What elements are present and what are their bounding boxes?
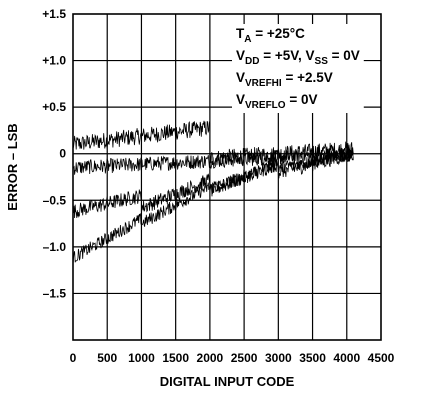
series-line-4 xyxy=(72,148,354,265)
x-tick-label: 4000 xyxy=(333,351,360,365)
y-tick-labels: +1.5 +1.0 +0.5 0 –0.5 –1.0 –1.5 xyxy=(42,7,66,300)
series-line-2 xyxy=(72,147,354,175)
annotation-line: VDD = +5V, VSS = 0V xyxy=(236,48,360,67)
x-tick-label: 500 xyxy=(97,351,117,365)
y-tick-label: –1.5 xyxy=(43,286,67,300)
x-tick-label: 2500 xyxy=(231,351,258,365)
annotation-background xyxy=(232,24,364,113)
x-tick-label: 2000 xyxy=(197,351,224,365)
y-tick-label: +1.0 xyxy=(42,54,66,68)
annotation-block: TA = +25°C VDD = +5V, VSS = 0V VVREFHI = +… xyxy=(236,26,360,111)
plot-frame xyxy=(72,13,382,341)
x-tick-label: 4500 xyxy=(368,351,395,365)
y-tick-label: +0.5 xyxy=(42,100,66,114)
x-axis-label: DIGITAL INPUT CODE xyxy=(160,374,295,389)
y-axis-label: ERROR – LSB xyxy=(5,123,20,210)
annotation-line: TA = +25°C xyxy=(236,26,305,45)
y-tick-label: –1.0 xyxy=(43,240,67,254)
x-tick-label: 1500 xyxy=(162,351,189,365)
annotation-line: VVREFLO = 0V xyxy=(236,92,317,111)
x-tick-label: 3500 xyxy=(299,351,326,365)
x-tick-label: 0 xyxy=(70,351,77,365)
x-tick-label: 3000 xyxy=(265,351,292,365)
y-tick-label: 0 xyxy=(59,147,66,161)
x-tick-label: 1000 xyxy=(128,351,155,365)
annotation-line: VVREFHI = +2.5V xyxy=(236,70,333,89)
y-tick-label: –0.5 xyxy=(43,193,67,207)
series-group xyxy=(72,120,354,265)
y-tick-label: +1.5 xyxy=(42,7,66,21)
x-tick-labels: 0 500 1000 1500 2000 2500 3000 3500 4000 4500 xyxy=(70,351,395,365)
